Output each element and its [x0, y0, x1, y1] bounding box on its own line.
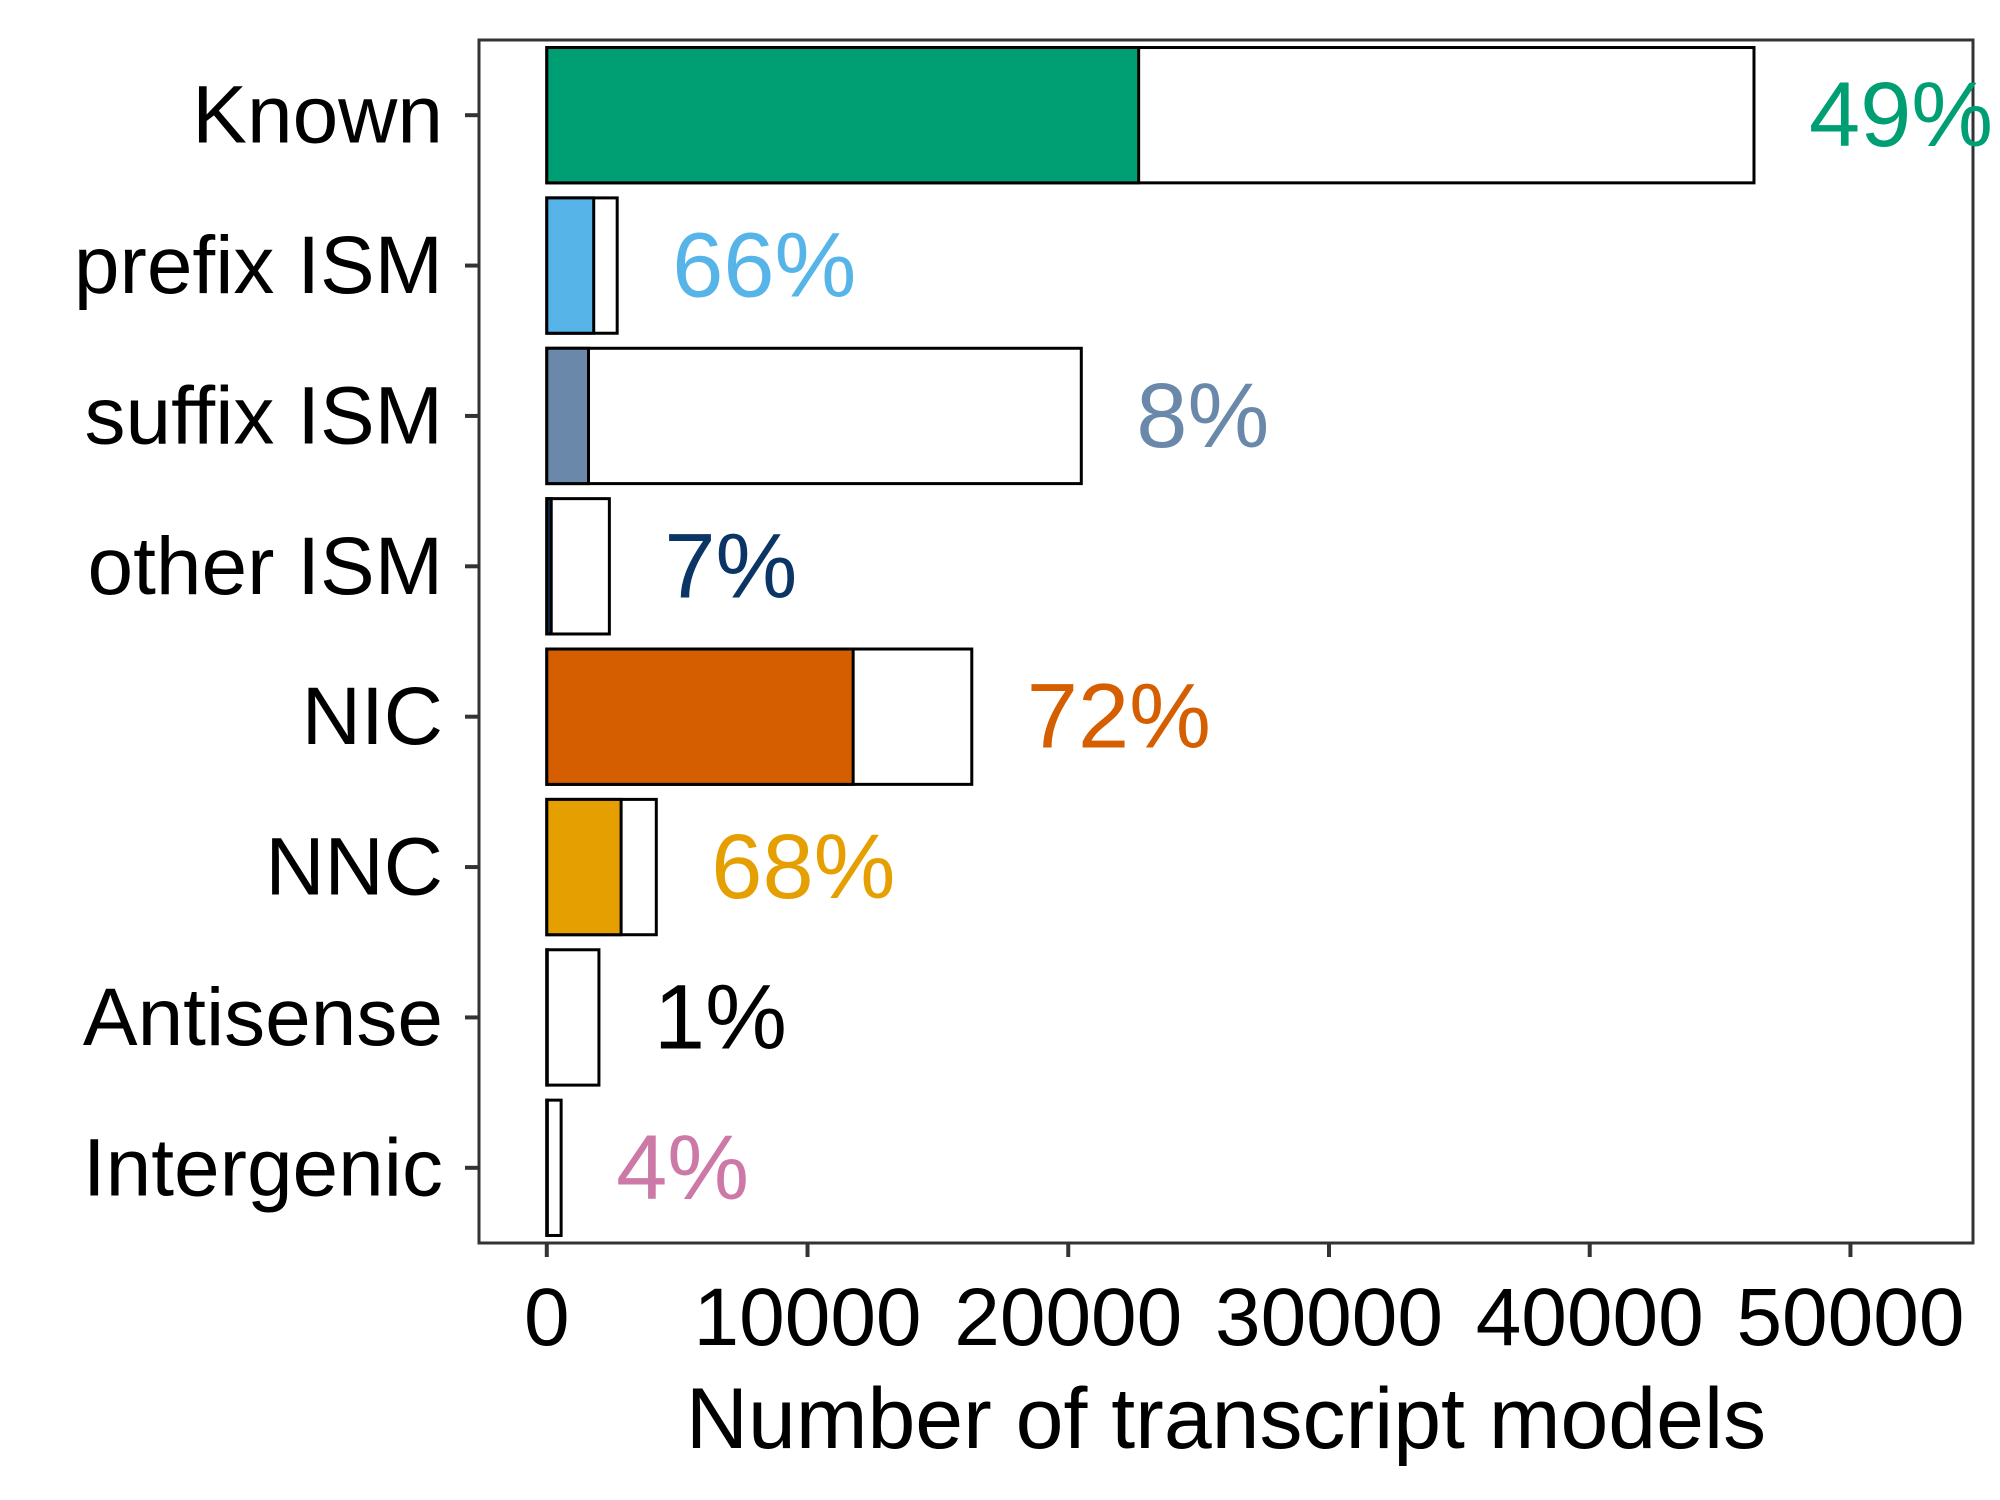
x-tick-label-50000: 50000 — [1736, 1272, 1964, 1363]
bar-subset-prefix-ism — [545, 196, 596, 335]
category-label-other-ism: other ISM — [88, 521, 443, 612]
y-axis: Known prefix ISM suffix ISM other ISM NIC NNC… — [74, 70, 479, 1213]
bar-subset-nnc — [545, 797, 623, 937]
bars-layer — [545, 46, 1756, 1237]
category-label-nnc: NNC — [265, 822, 443, 913]
bar-subset-suffix-ism — [545, 346, 591, 486]
category-label-antisense: Antisense — [83, 972, 443, 1063]
bar-total-suffix-ism — [545, 346, 1083, 486]
x-tick-label-20000: 20000 — [954, 1272, 1182, 1363]
x-axis: 0 10000 20000 30000 40000 50000 — [524, 1243, 1964, 1363]
bar-total-intergenic — [545, 1098, 563, 1237]
category-label-suffix-ism: suffix ISM — [85, 370, 443, 461]
bar-subset-antisense — [545, 948, 549, 1087]
bar-subset-other-ism — [545, 497, 553, 636]
bar-total-other-ism — [545, 497, 611, 636]
percent-label-known: 49% — [1809, 64, 1993, 166]
percent-label-nnc: 68% — [711, 816, 895, 918]
bar-subset-known — [545, 46, 1141, 185]
category-label-nic: NIC — [302, 671, 443, 762]
percent-label-intergenic: 4% — [616, 1117, 749, 1219]
percent-label-prefix-ism: 66% — [672, 215, 856, 317]
x-tick-label-0: 0 — [524, 1272, 570, 1363]
category-label-known: Known — [192, 70, 443, 161]
percent-labels-layer: 49% 66% 8% 7% 72% 68% 1% 4% — [616, 64, 1993, 1219]
category-label-prefix-ism: prefix ISM — [74, 220, 443, 311]
percent-label-suffix-ism: 8% — [1136, 365, 1269, 467]
x-tick-label-10000: 10000 — [694, 1272, 922, 1363]
x-tick-label-30000: 30000 — [1215, 1272, 1443, 1363]
bar-subset-intergenic — [545, 1098, 549, 1237]
x-tick-label-40000: 40000 — [1476, 1272, 1704, 1363]
category-label-intergenic: Intergenic — [83, 1122, 443, 1213]
percent-label-other-ism: 7% — [664, 515, 797, 617]
percent-label-antisense: 1% — [654, 966, 787, 1068]
bar-subset-nic — [545, 647, 855, 786]
percent-label-nic: 72% — [1027, 666, 1211, 768]
x-axis-title: Number of transcript models — [686, 1371, 1766, 1467]
plot-panel — [477, 38, 1975, 1245]
bar-total-antisense — [545, 948, 601, 1087]
